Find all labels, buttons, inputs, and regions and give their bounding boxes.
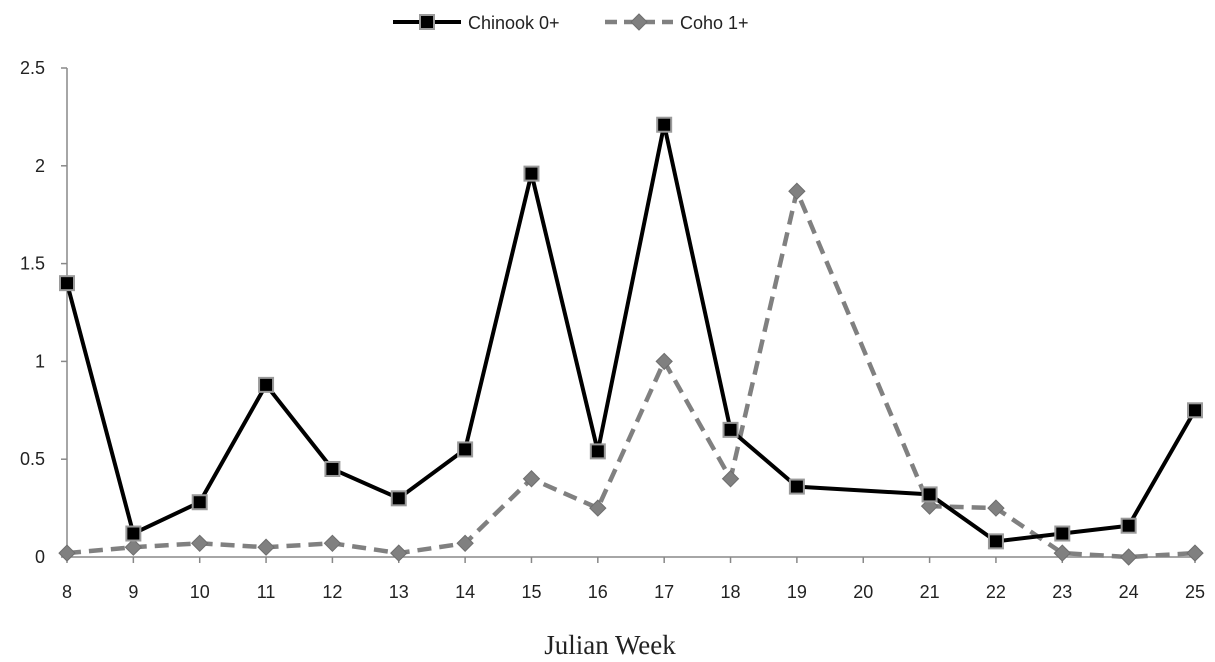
data-point-coho-1 (987, 499, 1005, 517)
data-point-chinook-0 (722, 421, 739, 438)
x-tick-label: 20 (853, 582, 873, 602)
legend-label-chinook-0: Chinook 0+ (468, 13, 560, 33)
x-tick-label: 19 (787, 582, 807, 602)
data-point-chinook-0 (59, 275, 75, 292)
legend-marker-chinook-0 (419, 14, 435, 30)
x-tick-label: 22 (986, 582, 1006, 602)
data-point-coho-1 (788, 182, 806, 200)
series-line-chinook-0 (65, 122, 1197, 544)
x-tick-label: 14 (455, 582, 475, 602)
x-tick-label: 12 (322, 582, 342, 602)
data-point-chinook-0 (921, 486, 938, 503)
data-point-chinook-0 (191, 494, 208, 511)
data-point-chinook-0 (1187, 402, 1203, 419)
data-point-coho-1 (390, 544, 408, 562)
x-tick-label: 23 (1052, 582, 1072, 602)
x-tick-label: 11 (257, 582, 276, 602)
data-point-coho-1 (522, 470, 541, 488)
y-tick-label: 1 (35, 351, 45, 371)
data-point-chinook-0 (1054, 525, 1071, 542)
y-tick-label: 2 (35, 156, 45, 176)
x-tick-label: 10 (190, 582, 210, 602)
x-tick-label: 16 (588, 582, 608, 602)
x-tick-label: 13 (389, 582, 409, 602)
chart-legend: Chinook 0+ Coho 1+ (393, 13, 749, 33)
data-point-chinook-0 (390, 490, 407, 507)
y-tick-label: 0 (35, 547, 45, 567)
data-point-coho-1 (1186, 544, 1204, 562)
data-point-coho-1 (124, 538, 143, 556)
data-point-coho-1 (1053, 544, 1072, 562)
data-point-chinook-0 (523, 165, 540, 182)
y-tick-label: 0.5 (20, 449, 45, 469)
data-point-coho-1 (323, 534, 342, 553)
x-axis-title: Julian Week (544, 630, 676, 660)
data-point-coho-1 (589, 499, 607, 517)
legend-entry-chinook-0: Chinook 0+ (393, 13, 560, 33)
x-axis: 8 9 10 11 12 13 14 15 16 17 18 19 20 21 22 23 24 25 (62, 556, 1205, 602)
series-layer (58, 116, 1204, 566)
data-point-chinook-0 (788, 478, 805, 495)
data-point-chinook-0 (457, 441, 474, 458)
legend-marker-coho-1 (630, 13, 648, 31)
legend-label-coho-1: Coho 1+ (680, 13, 749, 33)
x-tick-label: 25 (1185, 582, 1205, 602)
y-tick-label: 2.5 (20, 58, 45, 78)
x-tick-label: 21 (920, 582, 940, 602)
data-point-chinook-0 (1120, 517, 1137, 534)
series-coho-1 (58, 182, 1204, 566)
data-point-chinook-0 (258, 376, 275, 393)
data-point-chinook-0 (656, 116, 673, 133)
data-point-chinook-0 (324, 460, 341, 477)
data-point-coho-1 (655, 352, 673, 371)
data-point-chinook-0 (589, 443, 606, 460)
data-point-coho-1 (456, 534, 474, 553)
legend-entry-coho-1: Coho 1+ (605, 13, 749, 33)
x-tick-label: 15 (521, 582, 541, 602)
series-chinook-0 (59, 116, 1203, 550)
x-tick-label: 9 (128, 582, 138, 602)
data-point-chinook-0 (987, 533, 1004, 550)
x-tick-label: 24 (1119, 582, 1139, 602)
x-tick-label: 18 (721, 582, 741, 602)
data-point-coho-1 (1119, 548, 1138, 566)
data-point-coho-1 (58, 544, 76, 562)
y-tick-label: 1.5 (20, 254, 45, 274)
series-line-coho-1 (66, 188, 1196, 560)
data-point-chinook-0 (125, 525, 142, 542)
data-point-coho-1 (721, 470, 740, 488)
y-axis: 0 0.5 1 1.5 2 2.5 (20, 58, 68, 567)
data-point-coho-1 (257, 538, 275, 556)
data-point-coho-1 (190, 534, 209, 553)
x-tick-label: 17 (654, 582, 674, 602)
x-tick-label: 8 (62, 582, 72, 602)
